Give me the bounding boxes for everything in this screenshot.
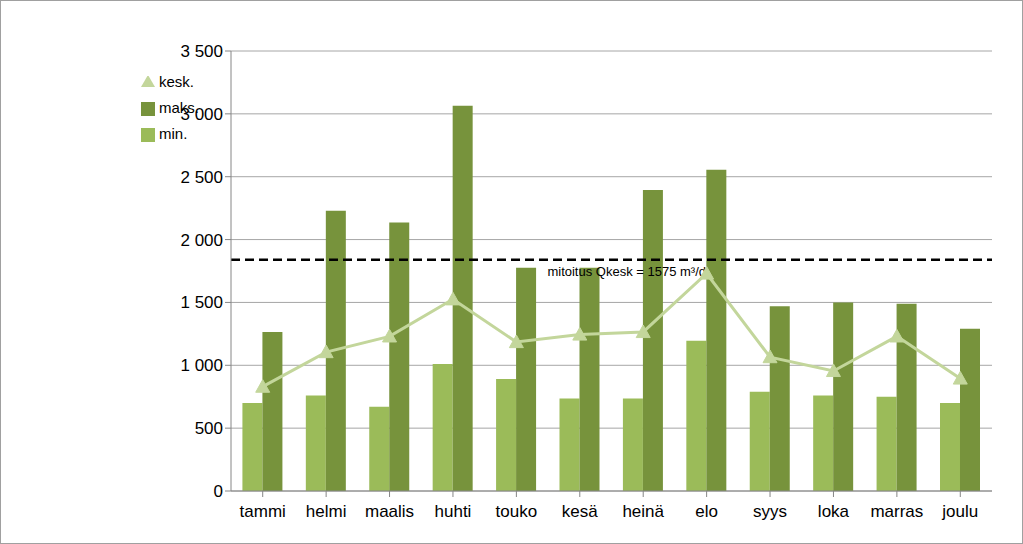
svg-text:mitoitus Qkesk = 1575 m³/d: mitoitus Qkesk = 1575 m³/d <box>547 264 706 279</box>
svg-text:marras: marras <box>870 502 923 521</box>
svg-text:syys: syys <box>753 502 787 521</box>
svg-text:touko: touko <box>496 502 538 521</box>
svg-text:kesä: kesä <box>562 502 598 521</box>
svg-text:heinä: heinä <box>622 502 664 521</box>
svg-text:tammi: tammi <box>240 502 286 521</box>
svg-text:loka: loka <box>818 502 850 521</box>
svg-text:joulu: joulu <box>941 502 978 521</box>
svg-text:2 000: 2 000 <box>180 231 223 250</box>
svg-text:3 000: 3 000 <box>180 105 223 124</box>
svg-text:maalis: maalis <box>365 502 414 521</box>
svg-text:1 500: 1 500 <box>180 293 223 312</box>
svg-text:500: 500 <box>195 419 223 438</box>
svg-text:0: 0 <box>214 482 223 501</box>
svg-text:helmi: helmi <box>306 502 347 521</box>
svg-text:elo: elo <box>695 502 718 521</box>
svg-text:huhti: huhti <box>435 502 472 521</box>
svg-text:1 000: 1 000 <box>180 356 223 375</box>
svg-text:3 500: 3 500 <box>180 42 223 61</box>
svg-text:2 500: 2 500 <box>180 168 223 187</box>
